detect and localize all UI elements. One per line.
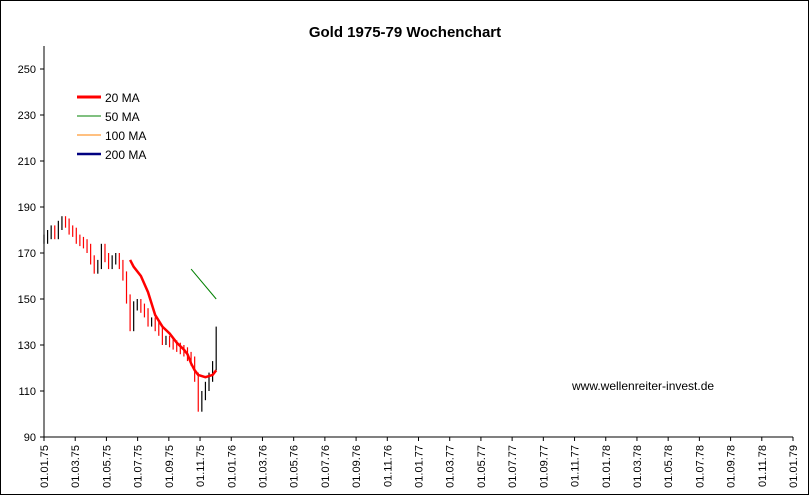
x-tick-label: 01.01.75 [39, 445, 51, 488]
y-tick-label: 210 [18, 156, 36, 168]
x-tick-label: 01.01.78 [601, 445, 613, 488]
x-tick-label: 01.11.75 [195, 445, 207, 487]
x-tick-label: 01.01.79 [788, 445, 800, 488]
x-tick-label: 01.09.75 [164, 445, 176, 488]
x-tick-label: 01.03.78 [632, 445, 644, 488]
series-layer [43, 216, 218, 412]
legend-label: 50 MA [105, 110, 140, 124]
x-tick-label: 01.11.76 [382, 445, 394, 487]
x-tick-label: 01.03.75 [70, 445, 82, 488]
legend-label: 100 MA [105, 129, 146, 143]
x-tick-label: 01.09.77 [538, 445, 550, 488]
x-axis-ticks: 01.01.75 01.03.75 01.05.75 01.07.75 01.09.75… [39, 437, 800, 488]
legend-label: 20 MA [105, 91, 140, 105]
series-line [128, 259, 218, 379]
chart-title: Gold 1975-79 Wochenchart [309, 24, 501, 41]
x-tick-label: 01.05.78 [663, 445, 675, 488]
x-tick-label: 01.01.77 [414, 445, 426, 488]
x-tick-label: 01.11.78 [757, 445, 769, 487]
legend-label: 200 MA [105, 148, 146, 162]
x-tick-label: 01.05.77 [476, 445, 488, 488]
legend: 20 MA 50 MA 100 MA 200 MA [77, 91, 146, 162]
x-tick-label: 01.09.78 [726, 445, 738, 488]
watermark-text: www.wellenreiter-invest.de [571, 379, 714, 393]
y-tick-label: 190 [18, 202, 36, 214]
x-tick-label: 01.03.76 [257, 445, 269, 488]
x-tick-label: 01.09.76 [351, 445, 363, 488]
series-line [190, 268, 217, 300]
y-tick-label: 230 [18, 110, 36, 122]
x-tick-label: 01.05.76 [289, 445, 301, 488]
x-tick-label: 01.07.77 [507, 445, 519, 488]
x-tick-label: 01.07.75 [133, 445, 145, 488]
x-tick-label: 01.07.78 [694, 445, 706, 488]
x-tick-label: 01.07.76 [320, 445, 332, 488]
y-tick-label: 110 [18, 386, 36, 398]
y-tick-label: 90 [24, 432, 36, 444]
y-tick-label: 250 [18, 64, 36, 76]
y-tick-label: 130 [18, 340, 36, 352]
y-axis-ticks: 90 110 130 150 170 190 210 230 250 [18, 64, 44, 444]
x-tick-label: 01.05.75 [101, 445, 113, 488]
y-tick-label: 150 [18, 294, 36, 306]
x-tick-label: 01.01.76 [226, 445, 238, 488]
y-tick-label: 170 [18, 248, 36, 260]
x-tick-label: 01.03.77 [445, 445, 457, 488]
x-tick-label: 01.11.77 [570, 445, 582, 487]
